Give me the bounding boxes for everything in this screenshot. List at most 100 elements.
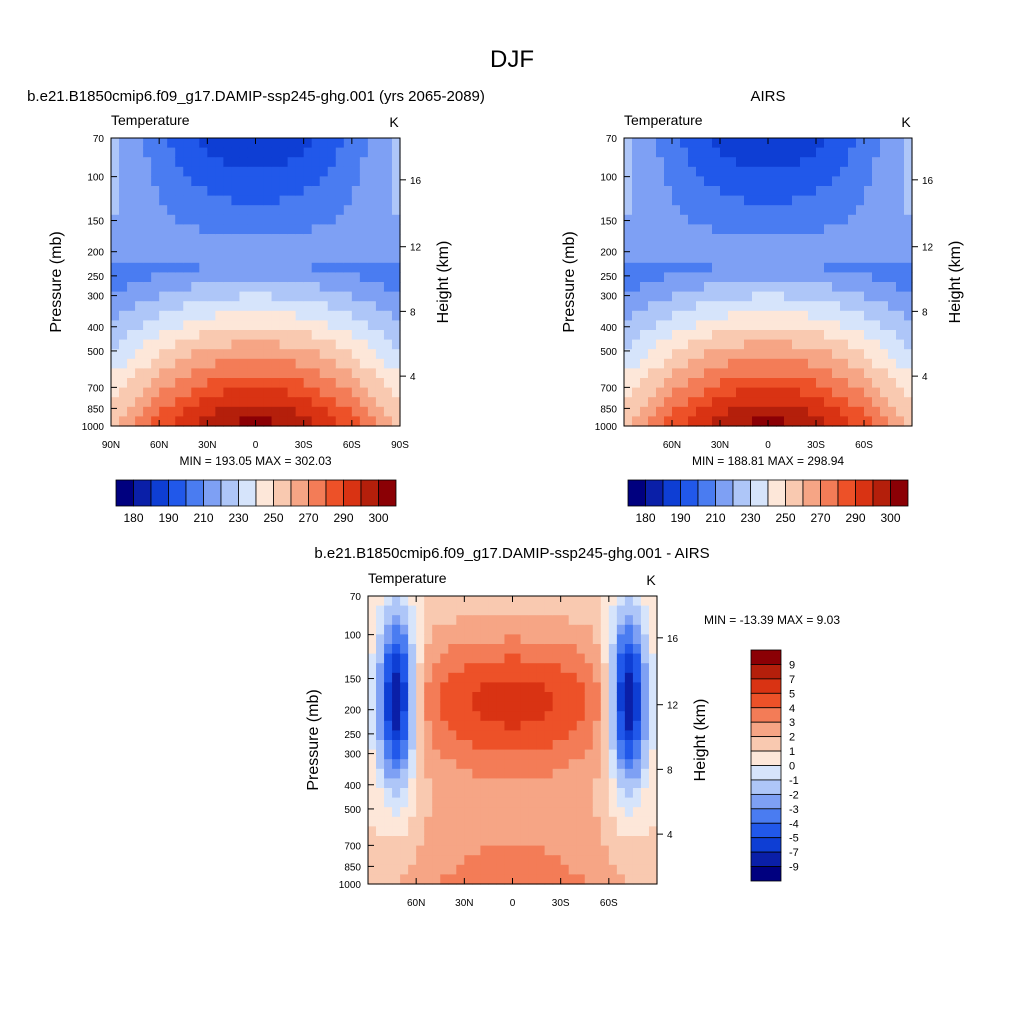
contour-cell xyxy=(183,339,192,350)
contour-cell xyxy=(432,701,441,712)
contour-cell xyxy=(151,176,160,187)
contour-cell xyxy=(568,692,578,703)
contour-cell xyxy=(432,836,441,847)
contour-cell xyxy=(784,253,793,264)
contour-cell xyxy=(616,672,626,683)
contour-cell xyxy=(279,272,289,283)
contour-cell xyxy=(368,807,377,818)
contour-cell xyxy=(760,176,769,187)
contour-cell xyxy=(536,836,546,847)
colorbar-swatch xyxy=(627,479,646,507)
contour-cell xyxy=(424,864,433,875)
contour-cell xyxy=(311,291,321,302)
contour-cell xyxy=(383,330,393,341)
contour-cell xyxy=(776,378,785,389)
contour-cell xyxy=(416,720,425,731)
contour-cell xyxy=(279,253,289,264)
contour-cell xyxy=(720,234,729,245)
contour-cell xyxy=(792,349,801,360)
contour-cell xyxy=(319,320,329,331)
contour-cell xyxy=(311,205,321,216)
contour-cell xyxy=(624,310,633,321)
contour-cell xyxy=(784,368,793,379)
contour-cell xyxy=(319,387,329,398)
y2-tick-label: 8 xyxy=(410,307,416,318)
contour-cell xyxy=(608,634,618,645)
contour-cell xyxy=(199,406,208,417)
contour-cell xyxy=(896,282,905,293)
contour-cell xyxy=(800,147,809,158)
contour-cell xyxy=(271,368,281,379)
contour-cell xyxy=(295,157,305,168)
contour-cell xyxy=(576,797,586,808)
contour-cell xyxy=(624,672,634,683)
contour-cell xyxy=(736,310,745,321)
contour-cell xyxy=(135,186,144,197)
contour-cell xyxy=(856,205,865,216)
contour-cell xyxy=(400,605,409,616)
contour-cell xyxy=(648,205,657,216)
contour-cell xyxy=(744,186,753,197)
contour-cell xyxy=(504,845,514,856)
panel-title: b.e21.B1850cmip6.f09_g17.DAMIP-ssp245-gh… xyxy=(27,88,485,105)
contour-cell xyxy=(792,406,801,417)
contour-cell xyxy=(392,596,401,607)
contour-cell xyxy=(335,186,345,197)
contour-cell xyxy=(888,301,897,312)
contour-cell xyxy=(376,778,385,789)
contour-cell xyxy=(736,339,745,350)
contour-cell xyxy=(151,262,160,273)
contour-cell xyxy=(824,253,833,264)
contour-cell xyxy=(784,157,793,168)
contour-cell xyxy=(424,596,433,607)
contour-cell xyxy=(832,166,841,177)
contour-cell xyxy=(424,663,433,674)
contour-cell xyxy=(512,836,522,847)
contour-cell xyxy=(552,864,562,875)
contour-cell xyxy=(127,310,136,321)
contour-cell xyxy=(848,291,857,302)
contour-cell xyxy=(223,234,233,245)
contour-cell xyxy=(840,397,849,408)
contour-cell xyxy=(432,615,441,626)
contour-cell xyxy=(127,416,136,427)
contour-cell xyxy=(271,358,281,369)
contour-cell xyxy=(824,291,833,302)
contour-cell xyxy=(728,262,737,273)
contour-cell xyxy=(295,138,305,149)
contour-cell xyxy=(728,138,737,149)
contour-cell xyxy=(856,138,865,149)
contour-cell xyxy=(800,272,809,283)
contour-cell xyxy=(368,797,377,808)
contour-cell xyxy=(496,855,506,866)
contour-cell xyxy=(600,845,610,856)
y-tick-label: 200 xyxy=(600,248,617,259)
contour-cell xyxy=(191,416,200,427)
contour-cell xyxy=(408,644,417,655)
colorbar-label: 2 xyxy=(789,732,795,744)
contour-cell xyxy=(392,845,401,856)
contour-cell xyxy=(167,138,176,149)
contour-cell xyxy=(383,368,393,379)
contour-cell xyxy=(368,826,377,837)
contour-cell xyxy=(624,224,633,235)
contour-cell xyxy=(720,358,729,369)
contour-cell xyxy=(464,624,473,635)
contour-cell xyxy=(616,855,626,866)
contour-cell xyxy=(744,195,753,206)
contour-cell xyxy=(311,176,321,187)
contour-cell xyxy=(736,166,745,177)
contour-cell xyxy=(295,301,305,312)
contour-cell xyxy=(864,195,873,206)
contour-cell xyxy=(215,214,224,225)
contour-cell xyxy=(696,243,705,254)
contour-cell xyxy=(752,205,761,216)
contour-cell xyxy=(488,855,498,866)
contour-cell xyxy=(408,692,417,703)
contour-cell xyxy=(784,330,793,341)
contour-cell xyxy=(736,397,745,408)
contour-cell xyxy=(408,672,417,683)
contour-cell xyxy=(480,634,490,645)
contour-cell xyxy=(151,272,160,283)
contour-cell xyxy=(384,634,393,645)
